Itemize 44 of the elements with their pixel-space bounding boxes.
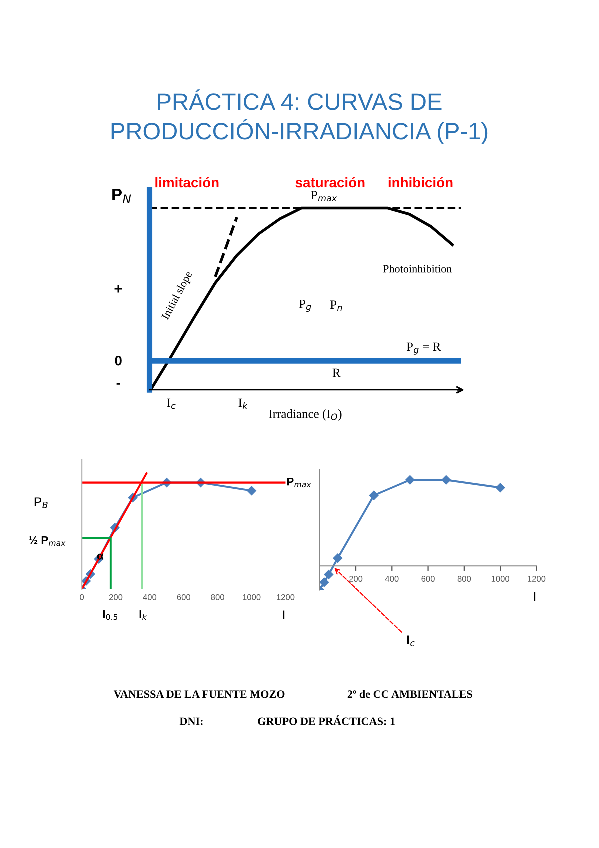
x-tick-label: 1000 xyxy=(492,576,510,582)
x-tick-label: 200 xyxy=(109,594,123,600)
x-tick-label: 400 xyxy=(385,576,399,582)
text: VANESSA DE LA FUENTE MOZO xyxy=(114,690,285,698)
x-tick-label: 1200 xyxy=(528,576,546,582)
annotation: α xyxy=(97,554,104,560)
x-axis-title: Irradiance (I$_{O}$) xyxy=(269,410,342,421)
ref-line-label: P$_{max}$ xyxy=(311,191,338,202)
x-tick-label: 1200 xyxy=(277,594,295,600)
x-tick-label: 0 xyxy=(80,594,84,600)
text: I$_{k}$ xyxy=(238,398,248,410)
text: DNI: xyxy=(180,718,203,726)
text: 0 xyxy=(115,356,122,366)
text: I$_{c}$ xyxy=(167,398,176,410)
text: I$_{k}$ xyxy=(140,610,148,620)
text: GRUPO DE PRÁCTICAS: 1 xyxy=(258,716,395,726)
text: - xyxy=(116,383,120,385)
text: 2º de CC AMBIENTALES xyxy=(348,690,472,698)
x-tick-label: 600 xyxy=(422,576,435,582)
ref-line-label: P$_{g}$ = R xyxy=(406,342,442,355)
text: saturación xyxy=(296,177,365,188)
x-tick-label: 800 xyxy=(458,576,472,582)
x-tick-label: 200 xyxy=(349,576,363,582)
ref-line-label: P$_{max}$ xyxy=(287,478,312,488)
x-tick-label: 400 xyxy=(143,594,157,600)
x-axis-title: I xyxy=(283,610,285,620)
annotation: P$_{n}$ xyxy=(330,300,342,312)
text: I$_{0.5}$ xyxy=(103,610,118,620)
text: + xyxy=(114,285,122,293)
annotation: Photoinhibition xyxy=(383,264,452,273)
x-tick-label: 1000 xyxy=(243,594,261,600)
text: ½ P$_{max}$ xyxy=(29,536,66,546)
text: limitación xyxy=(156,177,219,188)
annotation: P$_{g}$ xyxy=(299,300,312,312)
annotation: I$_{c}$ xyxy=(407,636,415,647)
y-axis-title: P$_{N}$ xyxy=(112,189,132,204)
text: inhibición xyxy=(388,177,453,188)
annotation: R xyxy=(332,368,341,378)
y-axis-title: P$_{B}$ xyxy=(34,498,48,508)
annotation: Initial slope xyxy=(161,270,194,322)
chart-title: PRÁCTICA 4: CURVAS DE PRODUCCIÓN-IRRADIANCIA (P-1) xyxy=(112,90,488,144)
x-axis-title: I xyxy=(534,592,536,602)
x-tick-label: 600 xyxy=(177,594,191,600)
x-tick-label: 800 xyxy=(211,594,224,600)
